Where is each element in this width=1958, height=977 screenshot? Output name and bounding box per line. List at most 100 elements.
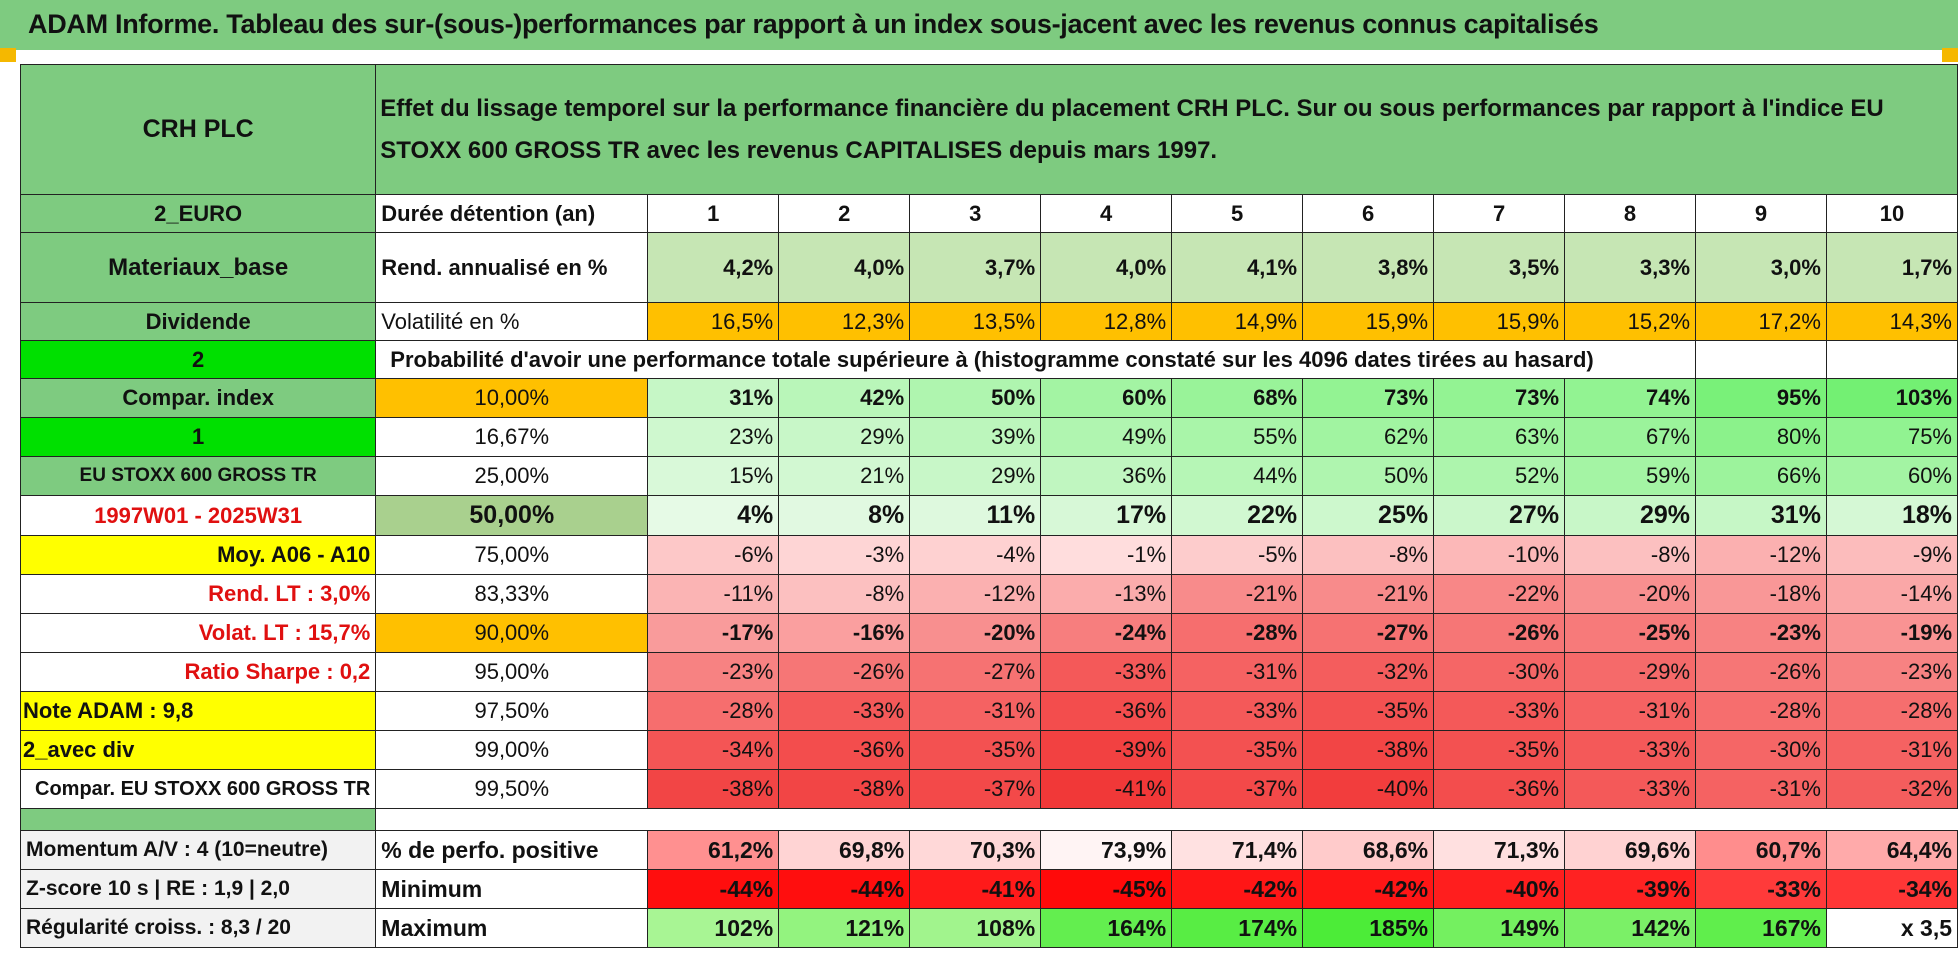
probability-value: -21% — [1302, 574, 1435, 614]
probability-value: -38% — [1302, 730, 1435, 770]
footer-row-label: % de perfo. positive — [375, 830, 649, 870]
footer-value: 61,2% — [647, 830, 780, 870]
probability-value: -27% — [909, 652, 1042, 692]
probability-value: -26% — [1695, 652, 1827, 692]
average-label: Moy. A06 - A10 — [19, 535, 377, 575]
probability-value: -28% — [1695, 691, 1827, 731]
probability-value: 50% — [1302, 456, 1435, 496]
probability-value: -24% — [1040, 613, 1173, 653]
probability-value: 60% — [1040, 378, 1173, 418]
annual-return-value: 4,0% — [1040, 232, 1173, 303]
probability-value: -34% — [647, 730, 780, 770]
footer-value: -39% — [1564, 869, 1697, 909]
probability-value: 73% — [1433, 378, 1566, 418]
long-term-volatility: Volat. LT : 15,7% — [19, 613, 377, 653]
probability-value: 66% — [1695, 456, 1827, 496]
probability-value: 39% — [909, 417, 1042, 457]
footer-value: -44% — [647, 869, 780, 909]
probability-value: -10% — [1433, 535, 1566, 575]
footer-value: x 3,5 — [1825, 908, 1958, 948]
probability-value: -33% — [1564, 730, 1697, 770]
probability-value: 49% — [1040, 417, 1173, 457]
performance-table: CRH PLC Effet du lissage temporel sur la… — [19, 64, 1958, 948]
probability-value: 29% — [778, 417, 911, 457]
volatility-value: 14,9% — [1171, 302, 1304, 341]
probability-value: 73% — [1302, 378, 1435, 418]
probability-value: -1% — [1040, 535, 1173, 575]
annual-return-value: 3,0% — [1695, 232, 1827, 303]
probability-value: 80% — [1695, 417, 1827, 457]
probability-value: -4% — [909, 535, 1042, 575]
empty-cell — [1825, 340, 1958, 379]
probability-value: 60% — [1825, 456, 1958, 496]
volatility-label: Volatilité en % — [375, 302, 649, 341]
quantile-threshold: 83,33% — [375, 574, 649, 614]
adam-score: Note ADAM : 9,8 — [19, 691, 377, 731]
probability-value: 103% — [1825, 378, 1958, 418]
probability-value: -33% — [1433, 691, 1566, 731]
footer-value: 69,6% — [1564, 830, 1697, 870]
probability-value: 8% — [778, 495, 911, 536]
holding-duration-label: Durée détention (an) — [375, 194, 649, 233]
probability-value: 75% — [1825, 417, 1958, 457]
probability-value: -33% — [1171, 691, 1304, 731]
dividend-label: Dividende — [19, 302, 377, 341]
table-description: Effet du lissage temporel sur la perform… — [375, 64, 1958, 195]
year-header: 9 — [1695, 194, 1827, 233]
spacer — [376, 809, 1958, 831]
year-header: 5 — [1171, 194, 1304, 233]
footer-value: -40% — [1433, 869, 1566, 909]
probability-value: -21% — [1171, 574, 1304, 614]
probability-value: -29% — [1564, 652, 1697, 692]
volatility-value: 14,3% — [1825, 302, 1958, 341]
probability-value: 68% — [1171, 378, 1304, 418]
probability-value: -11% — [647, 574, 780, 614]
probability-value: 21% — [778, 456, 911, 496]
footer-value: 73,9% — [1040, 830, 1173, 870]
year-header: 4 — [1040, 194, 1173, 233]
annual-return-value: 3,5% — [1433, 232, 1566, 303]
probability-value: -27% — [1302, 613, 1435, 653]
probability-value: 29% — [909, 456, 1042, 496]
footer-value: 121% — [778, 908, 911, 948]
annual-return-value: 4,2% — [647, 232, 780, 303]
probability-value: -32% — [1302, 652, 1435, 692]
probability-value: -31% — [1171, 652, 1304, 692]
probability-value: -16% — [778, 613, 911, 653]
probability-value: 23% — [647, 417, 780, 457]
sharpe-ratio: Ratio Sharpe : 0,2 — [19, 652, 377, 692]
probability-value: 17% — [1040, 495, 1173, 536]
footer-value: 164% — [1040, 908, 1173, 948]
probability-value: -35% — [909, 730, 1042, 770]
footer-metric-label: Momentum A/V : 4 (10=neutre) — [19, 830, 377, 870]
probability-value: 95% — [1695, 378, 1827, 418]
probability-value: 63% — [1433, 417, 1566, 457]
long-term-return: Rend. LT : 3,0% — [19, 574, 377, 614]
annual-return-value: 3,7% — [909, 232, 1042, 303]
probability-value: 31% — [647, 378, 780, 418]
probability-value: -35% — [1171, 730, 1304, 770]
footer-value: 149% — [1433, 908, 1566, 948]
probability-value: -23% — [1825, 652, 1958, 692]
volatility-value: 12,3% — [778, 302, 911, 341]
probability-value: -37% — [909, 769, 1042, 809]
spacer-green — [19, 808, 377, 831]
footer-value: -45% — [1040, 869, 1173, 909]
footer-value: -42% — [1171, 869, 1304, 909]
probability-value: 52% — [1433, 456, 1566, 496]
annual-return-value: 4,1% — [1171, 232, 1304, 303]
compar-index-label: Compar. index — [19, 378, 377, 418]
year-header: 8 — [1564, 194, 1697, 233]
probability-value: -31% — [1564, 691, 1697, 731]
period-label: 1997W01 - 2025W31 — [19, 495, 377, 536]
footer-value: -33% — [1695, 869, 1827, 909]
footer-metric-label: Régularité croiss. : 8,3 / 20 — [19, 908, 377, 948]
probability-value: -41% — [1040, 769, 1173, 809]
probability-value: 55% — [1171, 417, 1304, 457]
footer-row-label: Minimum — [375, 869, 649, 909]
annual-return-value: 3,8% — [1302, 232, 1435, 303]
footer-value: -34% — [1825, 869, 1958, 909]
probability-value: 67% — [1564, 417, 1697, 457]
probability-value: -20% — [909, 613, 1042, 653]
probability-value: 36% — [1040, 456, 1173, 496]
